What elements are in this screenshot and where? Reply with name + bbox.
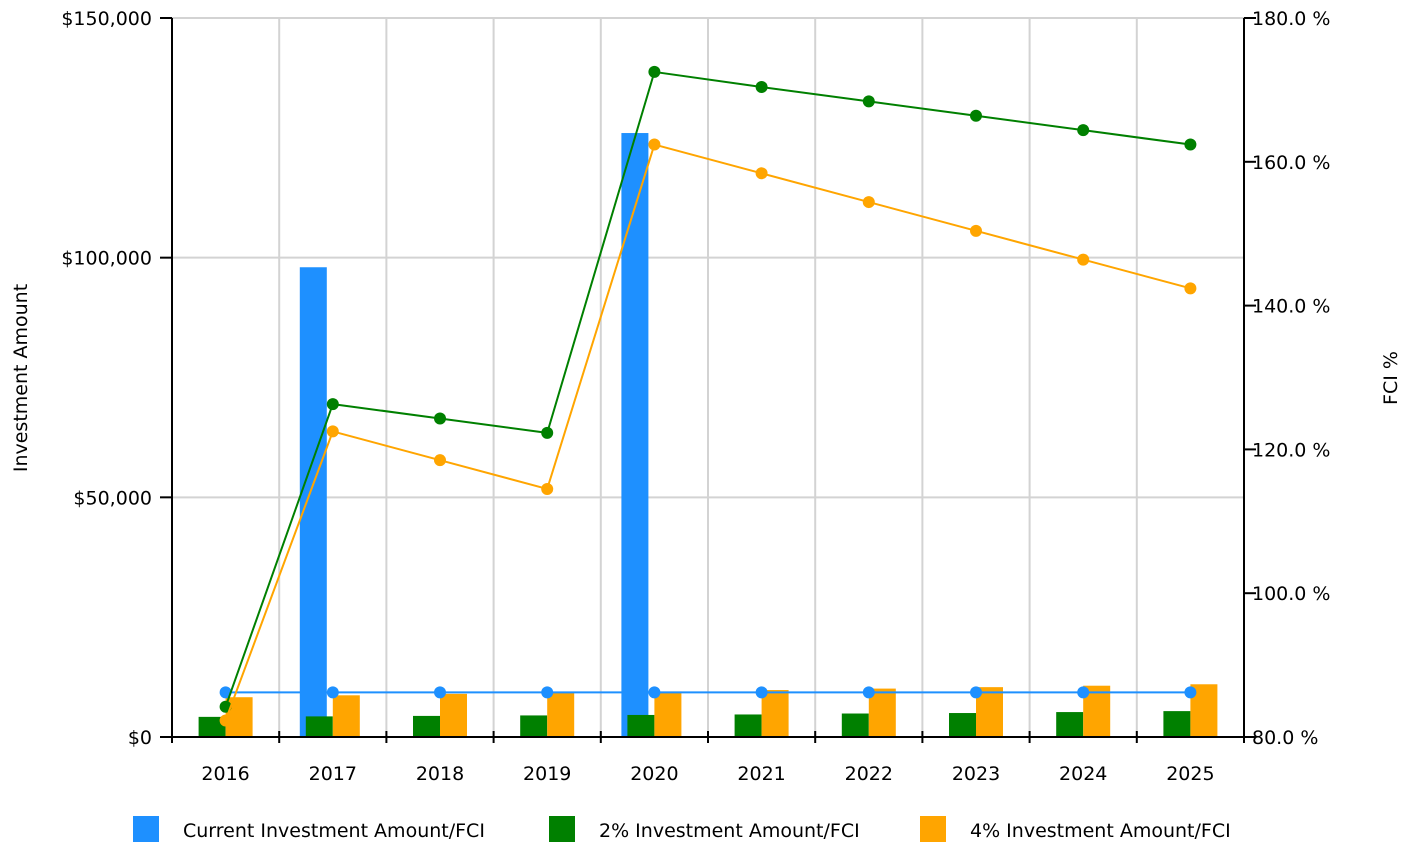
left-axis-title: Investment Amount [10, 284, 32, 472]
right-tick-label: 120.0 % [1252, 439, 1331, 461]
fci-lines [219, 65, 1197, 727]
right-tick-label: 160.0 % [1252, 152, 1331, 174]
fci-point-2-2017 [326, 425, 339, 438]
axes: $0 $50,000 $100,000 $150,000 80.0 % 100.0 % 12… [61, 8, 1330, 785]
left-tick-label: $0 [128, 727, 152, 749]
bar-2-2017 [332, 695, 360, 737]
fci-point-1-2018 [434, 412, 446, 425]
fci-point-2-2020 [648, 138, 661, 151]
right-tick-label: 180.0 % [1252, 8, 1331, 30]
fci-point-2-2016 [219, 714, 232, 727]
bars [198, 133, 1218, 738]
fci-point-0-2017 [326, 686, 339, 699]
bar-2-2018 [440, 693, 467, 737]
bar-0-2017 [299, 267, 327, 737]
right-tick-label: 80.0 % [1252, 727, 1318, 749]
bar-1-2016 [198, 716, 226, 737]
fci-point-0-2023 [970, 686, 982, 699]
grid [172, 17, 1244, 737]
bar-2-2020 [654, 691, 682, 737]
bar-1-2017 [305, 716, 333, 737]
bar-1-2022 [841, 713, 869, 737]
fci-point-2-2023 [970, 224, 982, 237]
right-axis-title: FCI % [1380, 351, 1402, 405]
fci-point-1-2025 [1184, 138, 1197, 151]
bar-1-2024 [1056, 712, 1084, 737]
x-tick-label: 2022 [845, 763, 893, 785]
x-tick-label: 2025 [1166, 763, 1214, 785]
fci-point-1-2017 [326, 398, 339, 411]
bar-1-2019 [520, 715, 548, 737]
x-tick-label: 2020 [630, 763, 678, 785]
bar-1-2018 [413, 715, 440, 737]
x-tick-label: 2019 [523, 763, 571, 785]
right-tick-label: 140.0 % [1252, 296, 1331, 318]
x-tick-label: 2024 [1059, 763, 1107, 785]
fci-point-1-2022 [862, 95, 875, 108]
legend-label-1: 2% Investment Amount/FCI [599, 820, 860, 842]
legend-swatch-0 [133, 816, 159, 842]
fci-point-2-2024 [1077, 253, 1090, 266]
fci-point-0-2020 [648, 686, 661, 699]
fci-point-2-2019 [541, 482, 554, 495]
left-tick-label: $150,000 [61, 8, 152, 30]
fci-point-0-2021 [755, 686, 768, 699]
legend: Current Investment Amount/FCI 2% Investme… [133, 816, 1231, 842]
fci-line-2 [224, 143, 1191, 721]
x-tick-label: 2018 [416, 763, 464, 785]
right-tick-label: 100.0 % [1252, 583, 1331, 605]
bar-1-2020 [627, 714, 655, 737]
fci-point-1-2020 [648, 65, 661, 78]
legend-label-0: Current Investment Amount/FCI [183, 820, 485, 842]
bar-0-2020 [621, 133, 649, 738]
bar-1-2021 [734, 714, 762, 737]
fci-point-2-2021 [755, 167, 768, 180]
x-tick-label: 2017 [309, 763, 357, 785]
fci-point-2-2018 [434, 454, 446, 467]
fci-point-1-2023 [970, 109, 982, 122]
fci-point-2-2025 [1184, 282, 1197, 295]
x-tick-label: 2023 [952, 763, 1000, 785]
bar-2-2022 [868, 688, 896, 737]
legend-swatch-2 [920, 816, 946, 842]
fci-point-0-2018 [434, 686, 446, 699]
fci-line-1 [224, 70, 1191, 708]
fci-point-1-2019 [541, 426, 554, 439]
bar-1-2025 [1163, 711, 1191, 737]
fci-point-1-2021 [755, 81, 768, 94]
fci-point-0-2025 [1184, 686, 1197, 699]
fci-point-2-2022 [862, 196, 875, 209]
bar-2-2019 [547, 692, 575, 737]
fci-point-0-2019 [541, 686, 554, 699]
left-tick-label: $100,000 [61, 248, 152, 270]
fci-point-0-2022 [862, 686, 875, 699]
x-tick-label: 2016 [201, 763, 249, 785]
fci-point-1-2024 [1077, 124, 1090, 137]
fci-point-0-2024 [1077, 686, 1090, 699]
x-tick-label: 2021 [737, 763, 785, 785]
legend-label-2: 4% Investment Amount/FCI [970, 820, 1231, 842]
bar-1-2023 [949, 713, 976, 737]
bar-2-2021 [761, 690, 789, 737]
legend-swatch-1 [549, 816, 575, 842]
left-tick-label: $50,000 [73, 487, 152, 509]
